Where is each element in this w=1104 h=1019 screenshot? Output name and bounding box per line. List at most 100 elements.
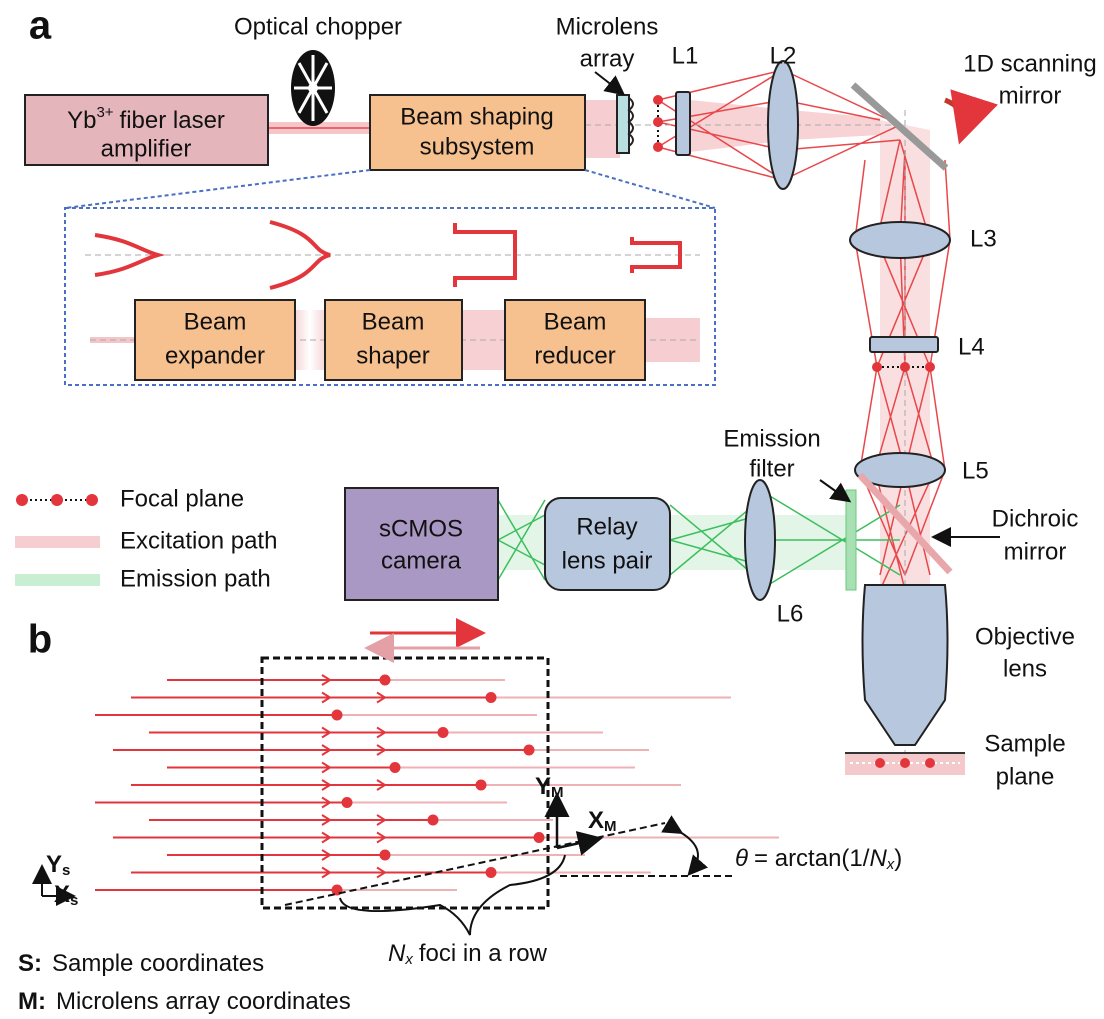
text: = arctan(1/: [754, 845, 870, 872]
scan-arrow: [945, 100, 964, 135]
diagram: a b Yb3+fiber laser amplifier Optical ch…: [0, 0, 1104, 1019]
box-label: subsystem: [420, 133, 535, 160]
objective: [863, 585, 948, 745]
focus: [428, 815, 439, 826]
focus: [86, 494, 98, 506]
subscript: s: [62, 862, 70, 879]
focus: [390, 762, 401, 773]
dichroic-label: Dichroic: [992, 505, 1079, 532]
lens-label: L6: [777, 600, 804, 627]
focus: [486, 867, 497, 878]
focus: [900, 758, 910, 768]
panel-label: a: [29, 4, 52, 48]
focus: [380, 675, 391, 686]
scan-rows: [95, 675, 779, 896]
subscript: s: [70, 892, 78, 909]
lens-l3: [850, 222, 950, 258]
focus: [900, 362, 910, 372]
legend-excitation: [15, 536, 100, 548]
focus: [653, 95, 663, 105]
beam: [585, 100, 620, 158]
text: Sample coordinates: [52, 950, 264, 977]
filter-label: filter: [749, 455, 794, 482]
text: X: [54, 881, 70, 908]
text: Y: [46, 851, 62, 878]
box-label: Beam: [544, 308, 607, 335]
pointer: [820, 480, 848, 500]
focus: [342, 797, 353, 808]
box-label: reducer: [534, 342, 615, 369]
legend-label: Focal plane: [120, 485, 244, 512]
lens-label: L5: [962, 457, 989, 484]
objective-label: lens: [1003, 655, 1047, 682]
objective-label: Objective: [975, 623, 1075, 650]
focus: [380, 850, 391, 861]
text: fiber laser: [120, 107, 225, 134]
focus: [438, 727, 449, 738]
subscript: x: [404, 951, 413, 968]
box-label: sCMOS: [379, 515, 463, 542]
row-axis: [285, 823, 665, 905]
text: N: [388, 940, 406, 967]
focus: [332, 710, 343, 721]
microlens-array: [617, 95, 629, 153]
sample-label: plane: [996, 763, 1055, 790]
foci-label: Nx foci in a row: [388, 940, 548, 968]
sample-label: Sample: [984, 730, 1065, 757]
legend-emission: [15, 574, 100, 586]
box-label: Beam: [184, 308, 247, 335]
text: N: [869, 845, 887, 872]
box-label: shaper: [356, 342, 429, 369]
superscript: 3+: [96, 104, 113, 121]
focus: [653, 117, 663, 127]
lens-l1: [676, 92, 690, 155]
focus: [875, 758, 885, 768]
key-label: M: Microlens array coordinates: [18, 988, 351, 1015]
focus: [16, 494, 28, 506]
xm-axis: [557, 839, 598, 848]
relay-box: [545, 498, 670, 590]
focus: [872, 362, 882, 372]
microlens-label: Microlens: [556, 13, 659, 40]
coord-label: Ys: [46, 851, 70, 879]
lens-label: L2: [770, 42, 797, 69]
focus: [925, 362, 935, 372]
key-label: S: Sample coordinates: [18, 950, 264, 977]
box-label: camera: [381, 547, 462, 574]
box-label: Relay: [576, 513, 637, 540]
panel-label: b: [28, 618, 52, 662]
lens-l6: [745, 480, 775, 600]
text: foci in a row: [419, 940, 548, 967]
focus: [925, 758, 935, 768]
legend-label: Excitation path: [120, 527, 277, 554]
focus: [51, 494, 63, 506]
coord-label: YM: [535, 773, 564, 801]
mirror-label: 1D scanning: [963, 50, 1096, 77]
box-label: expander: [165, 342, 265, 369]
coord-label: XM: [588, 807, 617, 835]
angle-label: θ= arctan(1/Nx): [735, 845, 902, 873]
focus: [476, 780, 487, 791]
focus: [653, 142, 663, 152]
field-of-view: [262, 658, 548, 908]
coord-label: Xs: [54, 881, 78, 909]
lens-label: L1: [672, 42, 699, 69]
text: Yb: [67, 107, 96, 134]
chopper-label: Optical chopper: [234, 13, 402, 40]
mirror-label: mirror: [999, 82, 1062, 109]
lens-label: L4: [958, 333, 985, 360]
text: Microlens array coordinates: [56, 988, 351, 1015]
pointer: [595, 72, 622, 93]
zoom-line: [65, 170, 370, 208]
text: θ: [735, 845, 748, 872]
key: S:: [18, 950, 42, 977]
brace: [340, 855, 565, 935]
focus: [534, 832, 545, 843]
emission-filter: [846, 490, 856, 590]
text: Y: [535, 773, 551, 800]
dichroic-label: mirror: [1004, 538, 1067, 565]
subscript: M: [604, 818, 617, 835]
key: M:: [18, 988, 46, 1015]
text: ): [894, 845, 902, 872]
focus: [524, 745, 535, 756]
